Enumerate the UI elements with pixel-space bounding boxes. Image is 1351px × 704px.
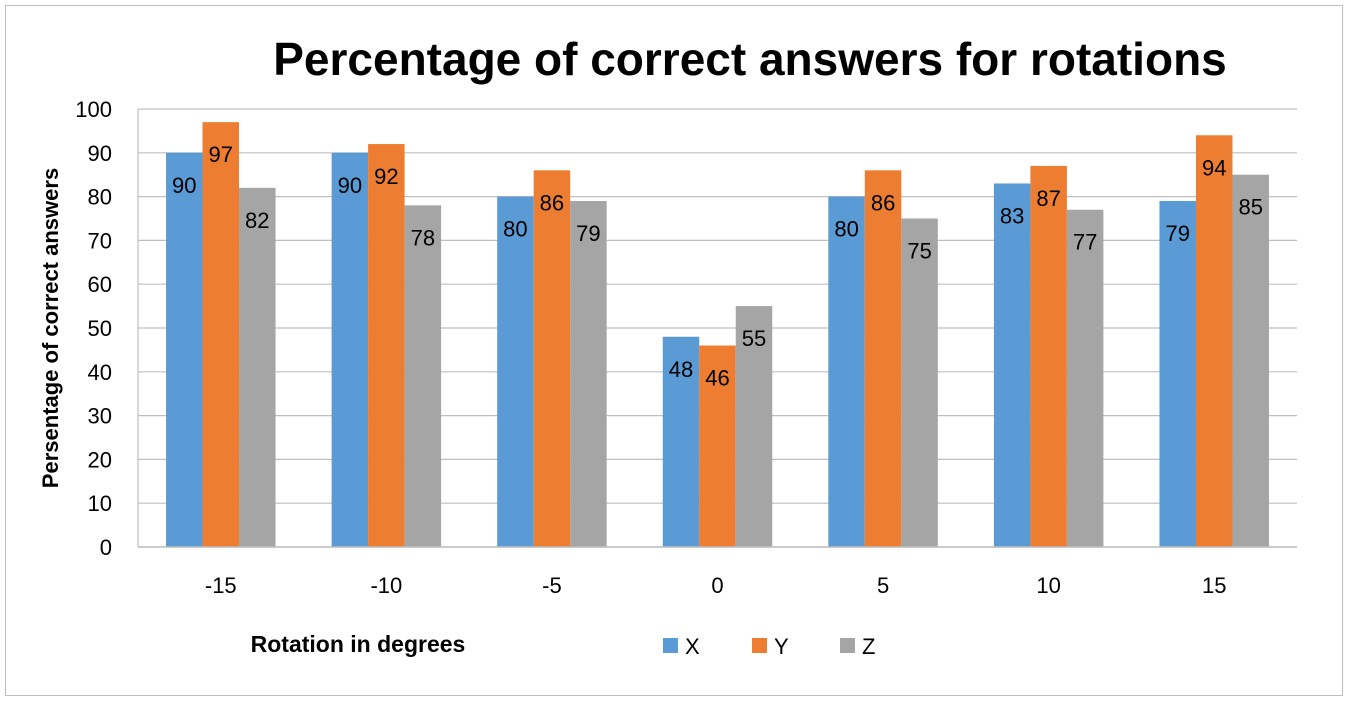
data-label: 86	[540, 190, 564, 215]
x-tick-label: 15	[1202, 573, 1226, 598]
bar-y	[202, 122, 240, 547]
data-label: 48	[669, 357, 693, 382]
data-label: 79	[576, 221, 600, 246]
legend: X Y Z	[663, 634, 875, 659]
legend-swatch	[840, 638, 855, 653]
legend-label: Y	[774, 634, 789, 659]
y-tick-label: 0	[100, 535, 112, 560]
bar-y	[864, 170, 902, 547]
y-tick-label: 70	[88, 228, 112, 253]
legend-swatch	[663, 638, 678, 653]
bar-z	[901, 218, 938, 547]
data-label: 97	[209, 142, 233, 167]
x-tick-label: 5	[877, 573, 889, 598]
bar-y	[368, 144, 405, 548]
bar-z	[1232, 174, 1269, 547]
data-label: 82	[245, 208, 269, 233]
bar-z	[239, 187, 276, 547]
data-label: 83	[1000, 203, 1024, 228]
bar-z	[570, 200, 607, 548]
y-tick-label: 20	[88, 447, 112, 472]
data-labels: 90 97 82 90 92 78 80 86 79 48 46 55 80 86 75 83 87 77 79 94…	[172, 142, 1263, 390]
y-tick-label: 10	[88, 491, 112, 516]
bars	[166, 122, 1269, 548]
x-tick-label: 10	[1036, 573, 1060, 598]
legend-swatch	[752, 638, 767, 653]
chart-title: Percentage of correct answers for rotati…	[273, 33, 1227, 85]
bar-y	[1030, 165, 1067, 547]
data-label: 80	[834, 217, 858, 242]
x-axis-label: Rotation in degrees	[251, 631, 466, 657]
bar-x	[828, 196, 865, 547]
bar-y	[533, 170, 571, 547]
bar-y	[699, 345, 736, 547]
legend-label: X	[685, 634, 700, 659]
y-tick-label: 100	[75, 97, 112, 122]
bar-z	[735, 306, 773, 547]
bar-y	[1195, 135, 1233, 547]
data-label: 85	[1238, 195, 1262, 220]
y-tick-label: 90	[88, 141, 112, 166]
data-label: 87	[1036, 186, 1060, 211]
data-label: 77	[1073, 230, 1097, 255]
y-tick-label: 80	[88, 185, 112, 210]
legend-item-y: Y	[752, 634, 789, 659]
bar-x	[1159, 200, 1196, 548]
y-axis-label: Persentage of correct answers	[38, 168, 63, 488]
bar-x	[166, 152, 203, 548]
bar-x	[331, 152, 369, 548]
legend-item-x: X	[663, 634, 700, 659]
y-tick-label: 50	[88, 316, 112, 341]
data-label: 75	[907, 239, 931, 264]
x-tick-label: 0	[711, 573, 723, 598]
data-label: 94	[1202, 155, 1226, 180]
data-label: 92	[374, 164, 398, 189]
data-label: 90	[172, 173, 196, 198]
y-tick-label: 40	[88, 360, 112, 385]
data-label: 86	[871, 190, 895, 215]
data-label: 80	[503, 217, 527, 242]
x-tick-label: -10	[370, 573, 402, 598]
bar-x	[662, 336, 700, 547]
bar-z	[1066, 209, 1104, 548]
data-label: 79	[1165, 221, 1189, 246]
legend-label: Z	[862, 634, 875, 659]
data-label: 46	[705, 366, 729, 391]
x-tick-label: -5	[542, 573, 562, 598]
y-axis: 0 10 20 30 40 50 60 70 80 90 100	[75, 97, 139, 560]
data-label: 55	[742, 326, 766, 351]
x-axis: -15 -10 -5 0 5 10 15	[138, 546, 1297, 598]
y-tick-label: 30	[88, 404, 112, 429]
legend-item-z: Z	[840, 634, 875, 659]
y-tick-label: 60	[88, 272, 112, 297]
bar-x	[993, 183, 1031, 547]
bar-x	[497, 196, 534, 547]
x-tick-label: -15	[205, 573, 237, 598]
bar-z	[404, 205, 442, 548]
data-label: 78	[411, 225, 435, 250]
data-label: 90	[338, 173, 362, 198]
